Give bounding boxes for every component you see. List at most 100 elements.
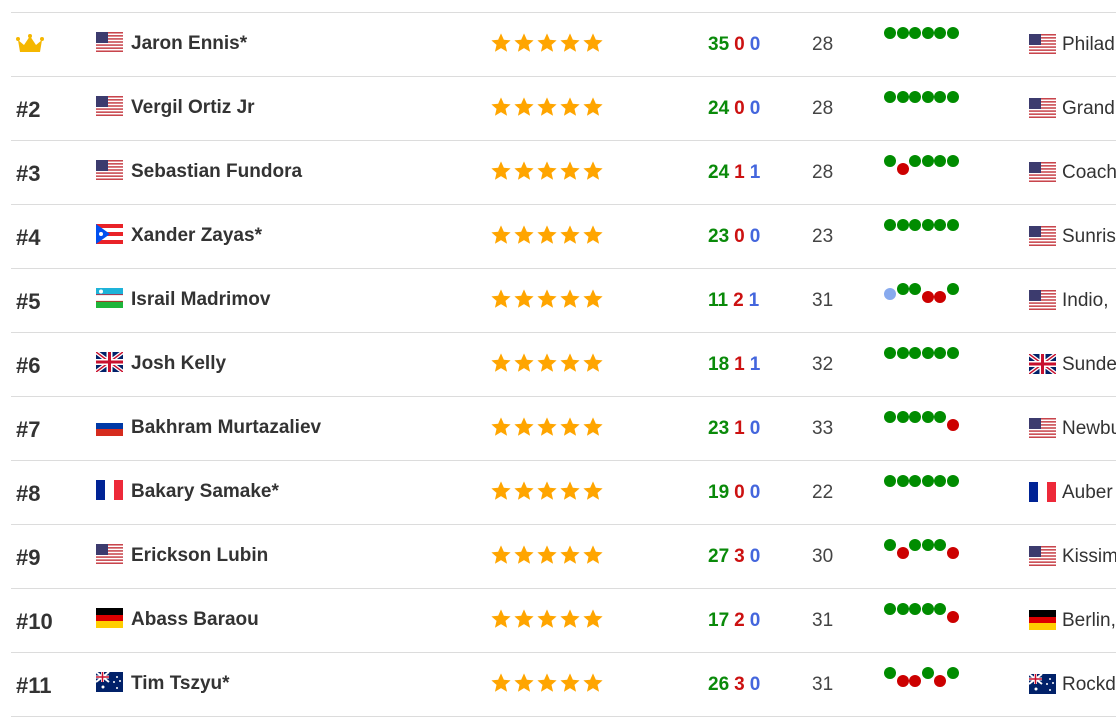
star-icon xyxy=(560,97,580,116)
star-icon xyxy=(560,33,580,52)
form-dot-win xyxy=(934,347,946,359)
boxer-name-link[interactable]: Bakary Samake* xyxy=(131,481,279,502)
recent-form xyxy=(884,461,964,521)
form-dot-win xyxy=(884,27,896,39)
location: Auber xyxy=(1062,482,1113,503)
age: 32 xyxy=(812,354,834,375)
form-dot-win xyxy=(884,411,896,423)
form-dot-win xyxy=(934,411,946,423)
losses: 1 xyxy=(734,162,745,183)
location: Berlin, xyxy=(1062,610,1116,631)
form-dot-win xyxy=(884,603,896,615)
nationality-flag-us-icon xyxy=(96,544,123,564)
star-icon xyxy=(537,289,557,308)
form-dot-win xyxy=(921,155,934,167)
table-row[interactable]: #10 Abass Baraou 17 2 0 31 Berlin, xyxy=(11,588,1116,652)
record: 27 3 0 xyxy=(708,546,765,568)
boxer-name-link[interactable]: Vergil Ortiz Jr xyxy=(131,97,255,118)
table-row[interactable]: #6 Josh Kelly 18 1 1 32 Sunde xyxy=(11,332,1116,396)
form-dot-win xyxy=(884,667,896,679)
table-row[interactable]: #8 Bakary Samake* 19 0 0 22 Auber xyxy=(11,460,1116,524)
star-icon xyxy=(514,609,534,628)
recent-form xyxy=(884,269,964,329)
age: 30 xyxy=(812,546,834,567)
residence-flag-de-icon xyxy=(1029,610,1056,630)
table-row[interactable]: #3 Sebastian Fundora 24 1 1 28 Coach xyxy=(11,140,1116,204)
star-icon xyxy=(514,481,534,500)
age: 31 xyxy=(812,290,834,311)
wins: 23 xyxy=(708,226,730,247)
form-dot-win xyxy=(921,27,934,39)
form-dot-win xyxy=(946,283,959,295)
star-icon xyxy=(491,33,511,52)
table-row[interactable]: Jaron Ennis* 35 0 0 28 Philad xyxy=(11,12,1116,76)
location: Rockd xyxy=(1062,674,1116,695)
boxer-name-link[interactable]: Jaron Ennis* xyxy=(131,33,248,54)
residence-flag-us-icon xyxy=(1029,226,1056,246)
star-icon xyxy=(537,417,557,436)
star-icon xyxy=(537,97,557,116)
boxer-name-link[interactable]: Tim Tszyu* xyxy=(131,673,230,694)
star-icon xyxy=(491,417,511,436)
boxer-name-link[interactable]: Josh Kelly xyxy=(131,353,227,374)
age: 22 xyxy=(812,482,834,503)
form-dot-win xyxy=(934,91,946,103)
boxer-name-link[interactable]: Erickson Lubin xyxy=(131,545,269,566)
table-row[interactable]: #4 Xander Zayas* 23 0 0 23 Sunris xyxy=(11,204,1116,268)
losses: 2 xyxy=(733,290,744,311)
recent-form xyxy=(884,77,964,137)
star-icon xyxy=(491,673,511,692)
star-rating xyxy=(490,96,604,118)
recent-form xyxy=(884,525,964,585)
form-dot-draw xyxy=(884,288,896,300)
star-icon xyxy=(491,545,511,564)
boxer-name-link[interactable]: Sebastian Fundora xyxy=(131,161,303,182)
table-row[interactable]: #2 Vergil Ortiz Jr 24 0 0 28 Grand xyxy=(11,76,1116,140)
form-dot-win xyxy=(896,603,909,615)
wins: 26 xyxy=(708,674,730,695)
wins: 19 xyxy=(708,482,730,503)
location: Sunde xyxy=(1062,354,1116,375)
form-dot-win xyxy=(909,91,921,103)
form-dot-win xyxy=(909,603,921,615)
nationality-flag-ru-icon xyxy=(96,416,123,436)
record: 19 0 0 xyxy=(708,482,765,504)
record: 24 0 0 xyxy=(708,98,765,120)
form-dot-loss xyxy=(909,675,921,687)
star-icon xyxy=(537,33,557,52)
star-icon xyxy=(583,417,603,436)
table-row[interactable]: #7 Bakhram Murtazaliev 23 1 0 33 Newbu xyxy=(11,396,1116,460)
form-dot-win xyxy=(934,603,946,615)
wins: 11 xyxy=(708,290,729,311)
boxer-name-link[interactable]: Bakhram Murtazaliev xyxy=(131,417,322,438)
draws: 0 xyxy=(749,546,761,567)
draws: 1 xyxy=(749,354,761,375)
star-icon xyxy=(491,97,511,116)
recent-form xyxy=(884,205,964,265)
rank: #7 xyxy=(16,417,41,442)
star-icon xyxy=(583,353,603,372)
star-icon xyxy=(583,609,603,628)
table-row[interactable]: #5 Israil Madrimov 11 2 1 31 Indio, xyxy=(11,268,1116,332)
form-dot-win xyxy=(896,475,909,487)
table-row[interactable]: #9 Erickson Lubin 27 3 0 30 Kissim xyxy=(11,524,1116,588)
form-dot-win xyxy=(909,347,921,359)
boxer-name-link[interactable]: Abass Baraou xyxy=(131,609,259,630)
residence-flag-fr-icon xyxy=(1029,482,1056,502)
form-dot-win xyxy=(884,155,896,167)
draws: 0 xyxy=(749,482,761,503)
age: 31 xyxy=(812,610,834,631)
star-icon xyxy=(491,481,511,500)
table-row[interactable]: #11 Tim Tszyu* 26 3 0 31 Rockd xyxy=(11,652,1116,717)
rank: #6 xyxy=(16,353,41,378)
draws: 1 xyxy=(748,290,760,311)
nationality-flag-us-icon xyxy=(96,160,123,180)
star-icon xyxy=(560,289,580,308)
location: Philad xyxy=(1062,34,1115,55)
age: 31 xyxy=(812,674,834,695)
boxer-name-link[interactable]: Israil Madrimov xyxy=(131,289,271,310)
age: 28 xyxy=(812,162,834,183)
form-dot-win xyxy=(909,411,921,423)
form-dot-win xyxy=(884,91,896,103)
boxer-name-link[interactable]: Xander Zayas* xyxy=(131,225,262,246)
